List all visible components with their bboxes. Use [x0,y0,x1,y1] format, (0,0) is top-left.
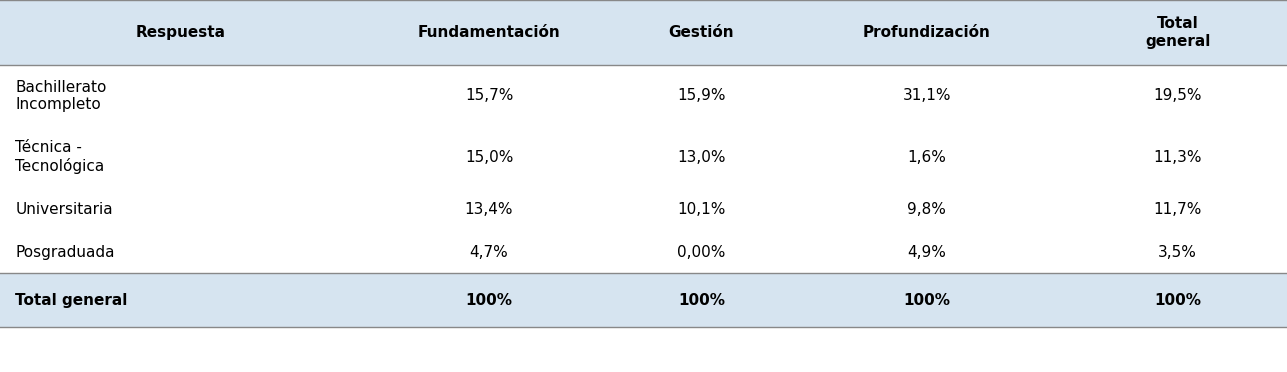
Bar [785,231,1068,273]
Bar [785,188,1068,231]
Bar [360,188,618,231]
Bar [1068,65,1287,126]
Bar [618,65,785,126]
Text: Técnica -
Tecnológica: Técnica - Tecnológica [15,140,104,174]
Bar [618,188,785,231]
Bar [1068,231,1287,273]
Bar [785,126,1068,188]
Bar [785,0,1068,65]
Text: 1,6%: 1,6% [907,150,946,165]
Bar [1068,0,1287,65]
Text: Gestión: Gestión [669,25,734,40]
Text: 15,0%: 15,0% [465,150,514,165]
Text: 13,0%: 13,0% [677,150,726,165]
Text: 11,7%: 11,7% [1153,202,1202,217]
Bar [0,126,360,188]
Text: 4,7%: 4,7% [470,244,508,260]
Bar [618,273,785,327]
Text: 3,5%: 3,5% [1158,244,1197,260]
Text: 13,4%: 13,4% [465,202,514,217]
Text: 100%: 100% [903,293,950,308]
Bar [360,126,618,188]
Bar [360,231,618,273]
Text: 31,1%: 31,1% [902,88,951,103]
Text: 9,8%: 9,8% [907,202,946,217]
Bar [1068,126,1287,188]
Text: Profundización: Profundización [862,25,991,40]
Text: 19,5%: 19,5% [1153,88,1202,103]
Text: 100%: 100% [678,293,725,308]
Bar [0,231,360,273]
Text: 0,00%: 0,00% [677,244,726,260]
Text: Total
general: Total general [1145,16,1210,49]
Bar [618,231,785,273]
Bar [618,0,785,65]
Bar [785,273,1068,327]
Bar [785,65,1068,126]
Text: 15,9%: 15,9% [677,88,726,103]
Bar [360,273,618,327]
Bar [618,126,785,188]
Text: 4,9%: 4,9% [907,244,946,260]
Bar [1068,188,1287,231]
Bar [0,273,360,327]
Text: 10,1%: 10,1% [677,202,726,217]
Bar [360,0,618,65]
Text: Total general: Total general [15,293,127,308]
Bar [360,65,618,126]
Bar [0,188,360,231]
Text: 100%: 100% [1154,293,1201,308]
Text: 11,3%: 11,3% [1153,150,1202,165]
Text: Respuesta: Respuesta [135,25,225,40]
Bar [1068,273,1287,327]
Text: 15,7%: 15,7% [465,88,514,103]
Text: Posgraduada: Posgraduada [15,244,115,260]
Text: Fundamentación: Fundamentación [418,25,560,40]
Bar [0,0,360,65]
Text: Universitaria: Universitaria [15,202,113,217]
Text: 100%: 100% [466,293,512,308]
Text: Bachillerato
Incompleto: Bachillerato Incompleto [15,80,107,112]
Bar [0,65,360,126]
